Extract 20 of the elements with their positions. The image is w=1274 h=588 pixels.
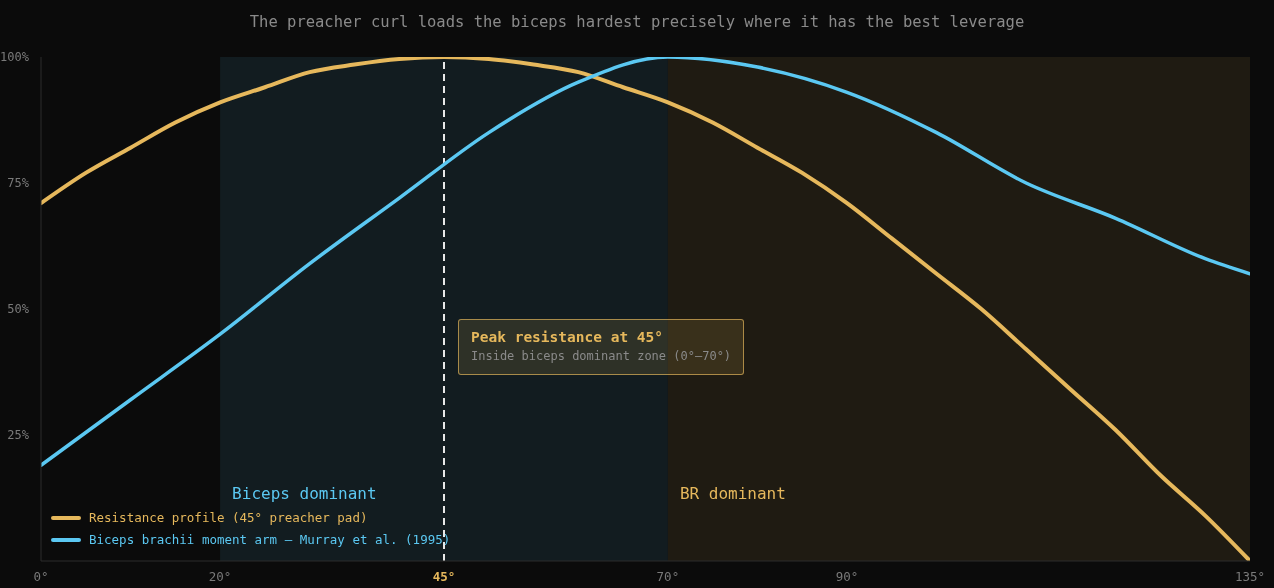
line-series: [41, 57, 1250, 561]
legend-label: Resistance profile (45° preacher pad): [89, 509, 368, 527]
annotation: Peak resistance at 45°: [471, 328, 665, 348]
chart-subtitle: The preacher curl loads the biceps hardest precisely where it has the best leverage: [248, 12, 1026, 32]
line-series: [41, 57, 1250, 467]
x-tick-label: 135°: [1234, 569, 1266, 584]
y-tick-label: 50%: [7, 302, 30, 317]
x-tick-label: 70°: [656, 569, 680, 584]
x-tick-label: 45°: [432, 569, 456, 584]
y-tick-label: 75%: [7, 176, 30, 191]
callout-box: Peak resistance at 45° Inside biceps dominant zone (0°–70°): [458, 319, 745, 376]
y-tick-label: 25%: [7, 428, 30, 443]
band-label: Biceps dominant: [232, 484, 377, 503]
legend-label: Biceps brachii moment arm — Murray et al. (1995): [89, 531, 451, 549]
y-tick-label: 100%: [0, 50, 30, 65]
band-label: BR dominant: [679, 484, 786, 503]
x-tick-label: 90°: [835, 569, 859, 584]
annotation: Inside biceps dominant zone (0°–70°): [471, 348, 732, 366]
x-tick-label: 20°: [208, 569, 232, 584]
x-tick-label: 0°: [33, 569, 49, 584]
